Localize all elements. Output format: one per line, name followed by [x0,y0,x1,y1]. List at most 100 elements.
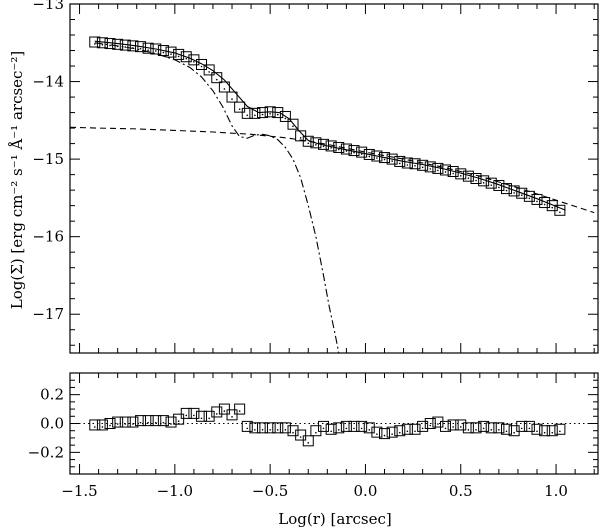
top-point-center [208,71,210,73]
bottom-point-center [383,434,386,437]
top-data-point [501,183,513,195]
bottom-data-point [119,416,131,428]
top-point-center [124,46,127,48]
bottom-point-center [437,423,439,425]
top-point-center [482,182,485,184]
bottom-data-point [470,422,482,434]
top-point-center [429,168,432,170]
bottom-data-point [211,406,223,418]
top-point-center [543,203,546,206]
bottom-point-center [185,414,188,417]
bottom-data-point [546,425,558,437]
top-data-point [455,168,467,180]
bottom-point-center [101,426,104,428]
x-axis-label: Log(r) [arcsec] [278,510,391,528]
bottom-point-center [528,427,531,430]
top-data-point [272,107,284,119]
bottom-data-point [318,420,330,432]
bottom-data-point [523,420,535,432]
bottom-data-point [493,422,505,434]
bottom-point-center [177,420,180,422]
bottom-data-point [142,415,154,427]
top-data-point [241,107,253,119]
top-point-center [368,155,371,158]
bottom-data-point [432,416,444,428]
top-point-center [147,49,149,52]
top-point-center [337,148,340,151]
top-data-point [150,43,162,55]
top-data-point [173,48,185,60]
top-data-point [135,41,147,53]
top-data-point [493,179,505,191]
bottom-point-center [398,431,401,434]
bottom-data-point [508,425,520,437]
top-point-center [246,114,249,117]
top-data-point [508,185,520,197]
top-data-point [379,152,391,164]
top-data-point [371,150,383,162]
bottom-data-point [440,420,452,432]
bottom-point-center [215,413,218,415]
top-point-center [276,113,279,116]
bottom-data-point [401,423,413,435]
bottom-point-center [116,423,119,425]
bottom-data-point [325,423,337,435]
bottom-data-point [371,426,383,438]
top-point-center [177,55,180,58]
bottom-point-center [269,429,271,431]
x-tick-label: 0.5 [449,482,473,500]
bottom-data-point [218,403,230,415]
bottom-data-point [272,422,284,434]
bottom-point-center [315,431,317,434]
bottom-data-point [295,429,307,441]
bottom-point-center [261,429,264,431]
top-point-center [513,192,515,194]
top-dash-dot-curve [94,42,340,353]
y-tick-label: −17 [32,305,64,323]
bottom-data-point [462,422,474,434]
x-tick-label: 1.0 [544,482,568,500]
bottom-point-center [505,430,508,433]
top-point-center [421,166,424,169]
bottom-point-center [490,429,493,431]
bottom-point-center [559,430,561,433]
bottom-point-center [299,436,302,438]
top-point-center [444,171,447,173]
bottom-data-point [287,425,299,437]
bottom-point-center [223,410,226,412]
bottom-point-center [368,429,371,431]
bottom-data-point [226,409,238,421]
bottom-point-center [139,421,142,424]
bottom-data-point [531,423,543,435]
bottom-data-point [424,418,436,429]
bottom-data-point [348,420,360,432]
bottom-data-point [478,420,490,432]
top-solid-curve [94,40,566,211]
bottom-point-center [330,430,332,433]
bottom-panel: −1.5 −1.0 −0.5 0.0 0.5 1.0 0.2 0.0 −0.2 [28,372,599,500]
bottom-point-center [284,429,287,431]
bottom-data-point [257,422,269,434]
bottom-data-point [249,422,261,434]
top-point-center [231,98,233,100]
bottom-point-center [475,429,477,431]
top-data-point [302,135,314,147]
bottom-data-point [516,420,528,432]
top-point-center [505,189,508,192]
bottom-data-point [485,422,497,434]
top-data-point [279,110,291,122]
bottom-point-center [467,429,470,431]
top-point-center [200,65,203,68]
top-data-point [218,81,230,93]
top-point-center [261,113,264,116]
top-point-center [360,153,363,155]
bottom-point-center [254,429,256,431]
y-tick-label: −16 [32,228,64,246]
top-point-center [307,142,310,145]
bottom-data-point [447,419,459,431]
bottom-point-center [124,423,127,425]
bottom-point-center [520,427,523,430]
top-data-point [165,46,177,58]
bottom-point-center [132,423,134,425]
bottom-data-point [554,423,566,435]
